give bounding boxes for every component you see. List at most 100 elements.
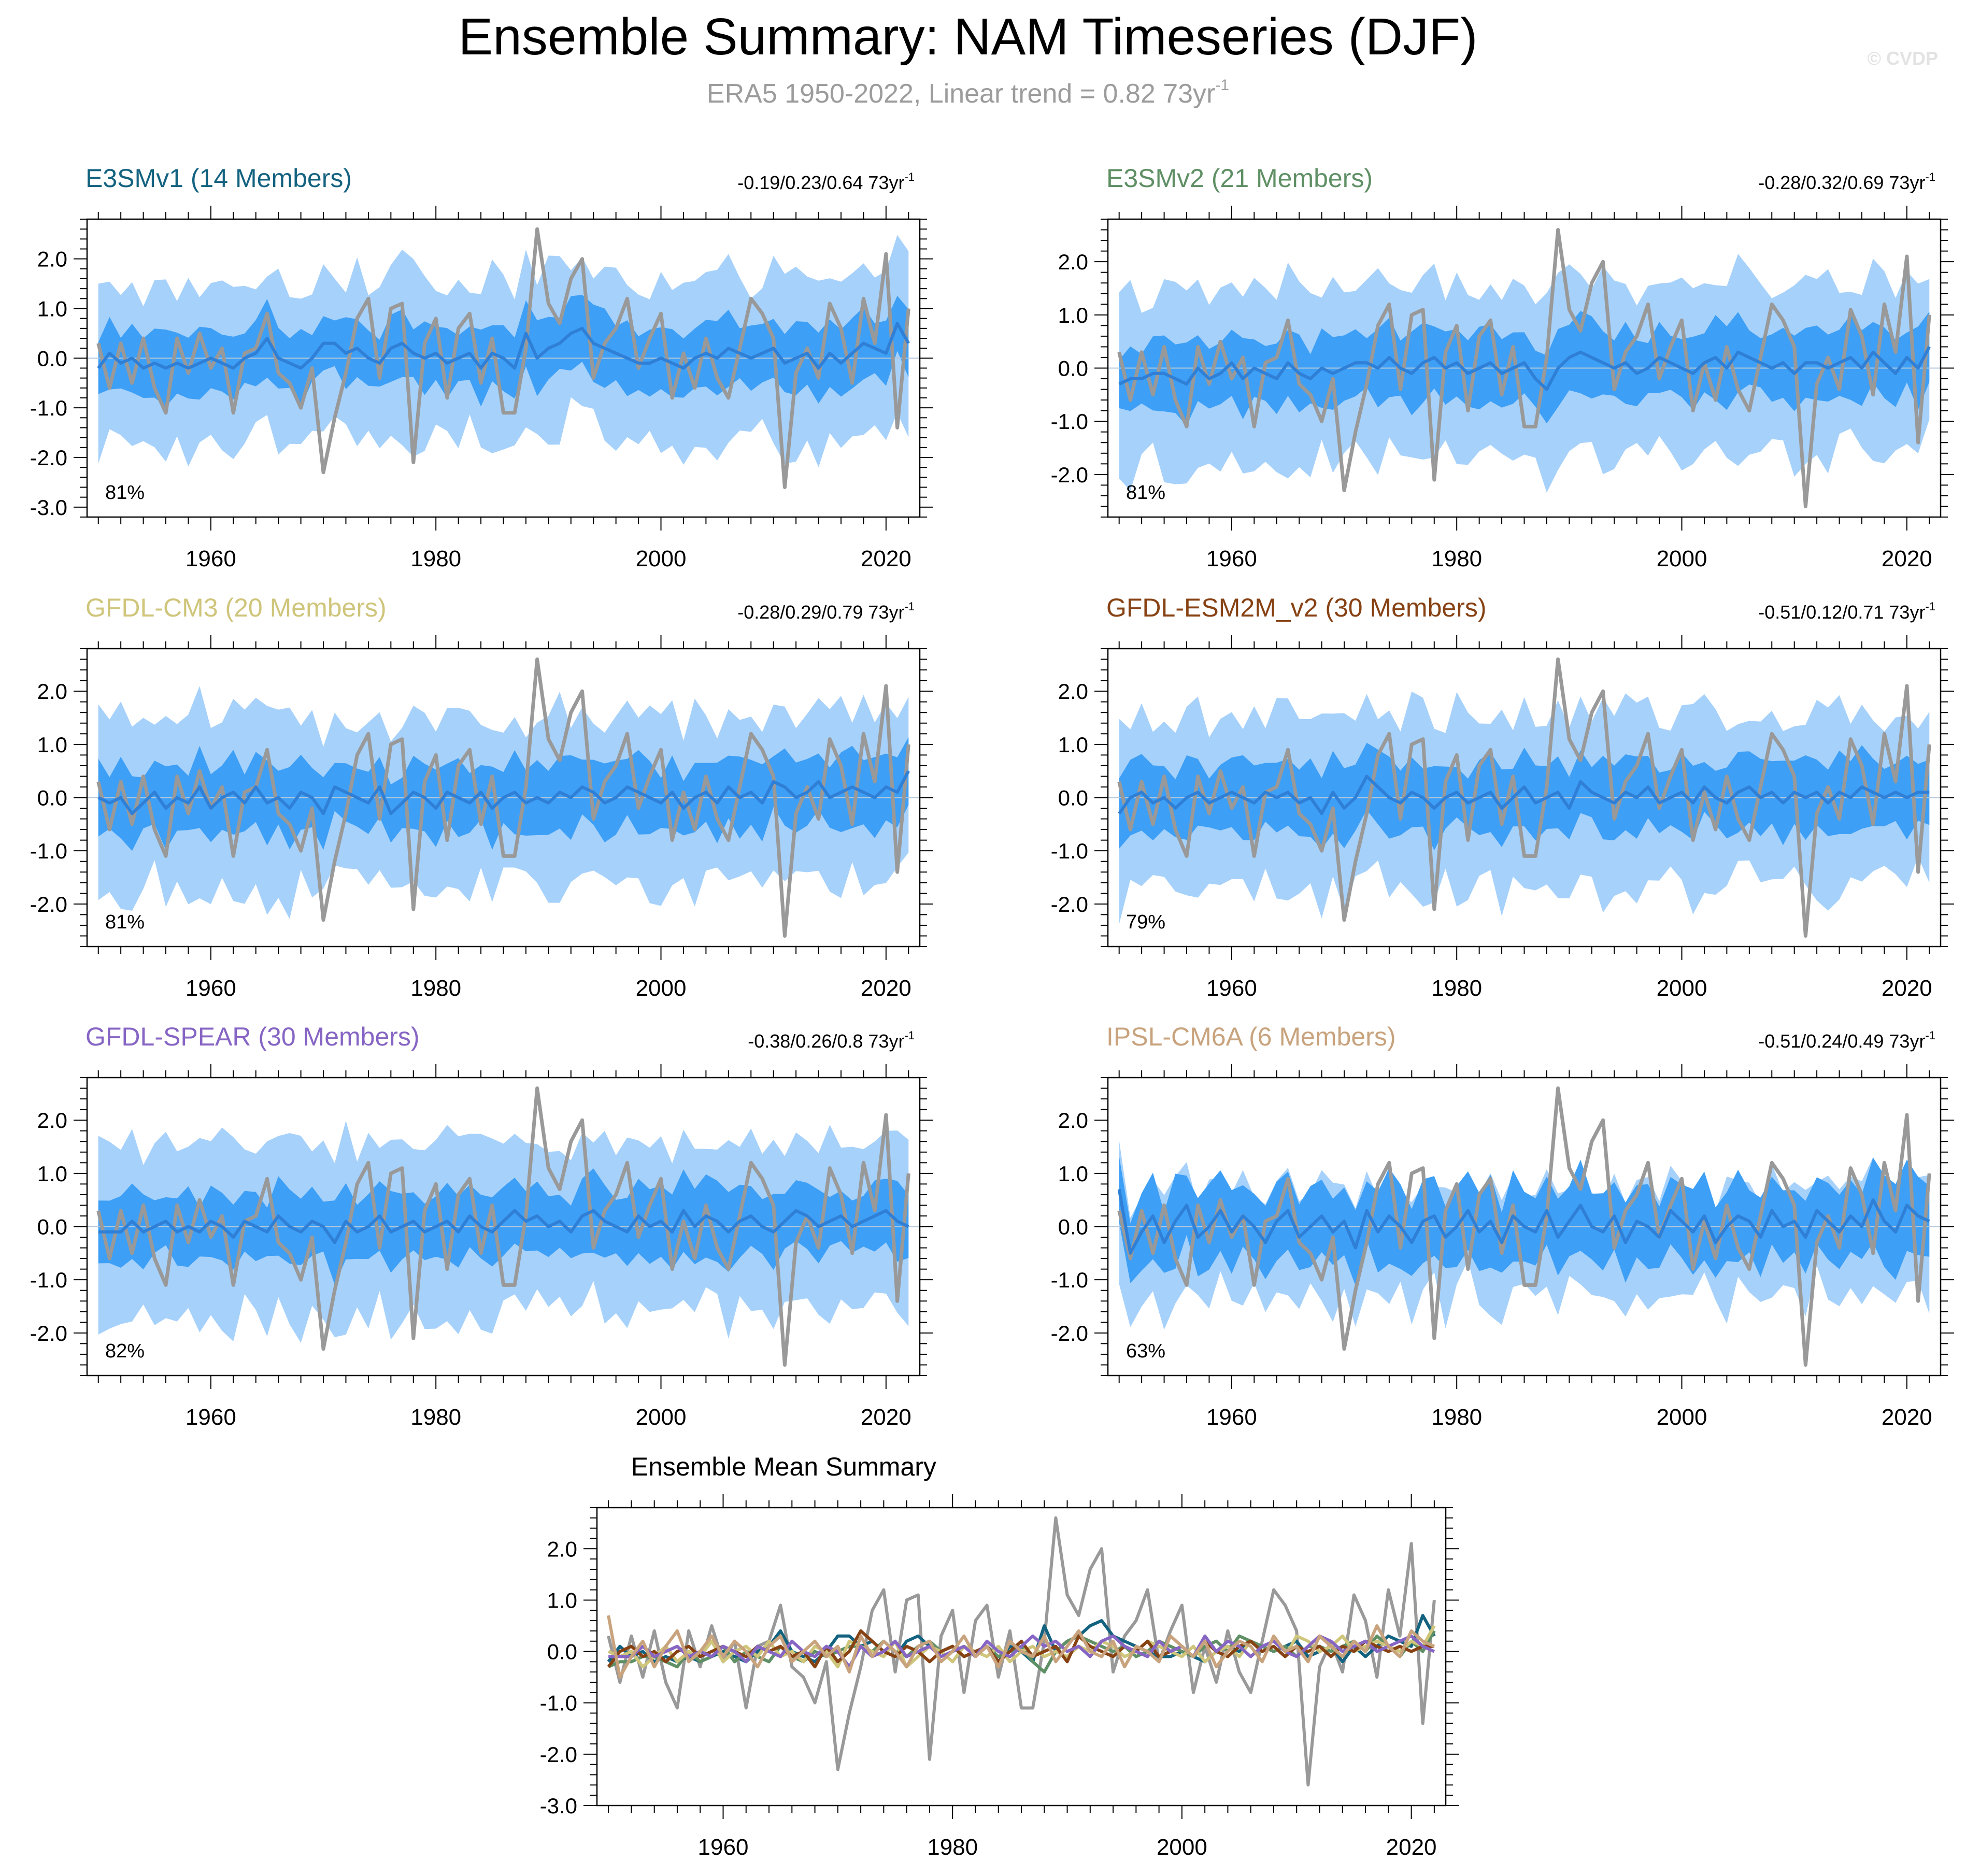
x-tick-label: 1980 [410,546,461,571]
y-tick-label: 1.0 [1058,733,1088,757]
y-axis: 2.0 1.0 0.0 -1.0 -2.0 [30,1077,933,1376]
chart-panel-3: GFDL-CM3 (20 Members) -0.28/0.29/0.79 73y… [30,593,933,1001]
panel-title: E3SMv1 (14 Members) [86,164,352,193]
panel-trend-text: -0.51/0.12/0.71 73yr [1758,602,1925,623]
percent-label: 81% [1126,482,1165,504]
y-tick-label: 1.0 [1058,1162,1088,1186]
x-axis: 1960 1980 2000 2020 [97,1064,911,1430]
panel-title: GFDL-SPEAR (30 Members) [86,1022,420,1051]
y-tick-label: 0.0 [1058,356,1088,381]
x-tick-label: 1960 [186,976,236,1001]
y-tick-label: 2.0 [37,247,67,271]
y-tick-label: -1.0 [30,396,67,420]
panel-trend-sup: -1 [904,1029,915,1042]
panel-trend-label: -0.38/0.26/0.8 73yr-1 [748,1029,915,1052]
chart-panel-4: GFDL-ESM2M_v2 (30 Members) -0.51/0.12/0.7… [1051,593,1954,1001]
panel-trend-sup: -1 [904,600,915,613]
ensemble-mean-line-6 [607,1615,1435,1679]
observed-series-line [1117,657,1931,938]
y-tick-label: -2.0 [1051,892,1088,916]
panels-container: E3SMv1 (14 Members) -0.19/0.23/0.64 73yr-… [30,164,1954,1860]
y-tick-label: -1.0 [1051,839,1088,863]
y-tick-label: 0.0 [1058,786,1088,810]
panel-title: GFDL-ESM2M_v2 (30 Members) [1106,593,1487,622]
y-tick-label: -1.0 [30,839,67,863]
chart-panel-2: E3SMv2 (21 Members) -0.28/0.32/0.69 73yr-… [1051,164,1954,571]
panel-trend-text: -0.28/0.29/0.79 73yr [737,602,904,623]
y-tick-label: -1.0 [1051,1268,1088,1292]
ensemble-mean-line-5 [608,1634,1435,1669]
x-tick-label: 1960 [186,546,236,571]
x-tick-label: 1960 [1206,976,1257,1001]
x-tick-label: 1960 [1206,546,1257,571]
x-tick-label: 1980 [410,976,461,1001]
plot-area [87,227,920,489]
spread-band-inner [98,295,909,408]
y-tick-label: 2.0 [1058,1108,1088,1133]
x-tick-label: 1980 [1431,546,1482,571]
x-tick-label: 1980 [1431,1405,1482,1430]
x-tick-label: 2000 [636,976,687,1001]
y-axis: 2.0 1.0 0.0 -1.0 -2.0 [1051,648,1954,947]
y-axis: 2.0 1.0 0.0 -1.0 -2.0 -3.0 [30,219,933,520]
y-tick-label: -2.0 [1051,463,1088,487]
percent-label: 82% [105,1340,145,1362]
panel-trend-label: -0.51/0.12/0.71 73yr-1 [1758,600,1935,623]
x-tick-label: 1960 [698,1835,749,1860]
observed-series-line [96,1086,910,1367]
plot-area [1108,657,1941,938]
x-tick-label: 2000 [1657,1405,1707,1430]
y-tick-label: 0.0 [37,1215,67,1239]
x-tick-label: 1960 [1206,1405,1257,1430]
x-axis: 1960 1980 2000 2020 [608,1494,1437,1860]
chart-panel-6: IPSL-CM6A (6 Members) -0.51/0.24/0.49 73y… [1051,1022,1954,1430]
panel-trend-text: -0.51/0.24/0.49 73yr [1758,1030,1925,1052]
plot-area [87,657,920,938]
y-tick-label: -3.0 [30,495,67,520]
y-axis: 2.0 1.0 0.0 -1.0 -2.0 [1051,219,1954,518]
x-tick-label: 2000 [636,1405,687,1430]
x-tick-label: 2000 [1657,976,1707,1001]
spread-band-inner [98,737,909,851]
y-tick-label: -2.0 [30,446,67,470]
y-axis: 2.0 1.0 0.0 -1.0 -2.0 [30,648,933,947]
y-tick-label: 1.0 [1058,303,1088,327]
y-tick-label: -2.0 [30,1321,67,1345]
y-tick-label: 2.0 [37,1108,67,1133]
spread-band-inner [1119,1156,1930,1286]
x-axis: 1960 1980 2000 2020 [97,635,911,1001]
x-tick-label: 1960 [186,1405,236,1430]
y-tick-label: -1.0 [30,1268,67,1292]
x-tick-label: 1980 [1431,976,1482,1001]
ensemble-mean-line [1118,775,1930,815]
observed-series-line [96,227,910,489]
figure-subtitle-sup: -1 [1215,77,1229,94]
observed-series-line [1117,1086,1931,1367]
y-tick-label: 1.0 [37,297,67,321]
x-axis: 1960 1980 2000 2020 [1118,206,1932,571]
panel-trend-label: -0.51/0.24/0.49 73yr-1 [1758,1029,1935,1052]
ensemble-mean-line [98,1209,909,1244]
figure-title: Ensemble Summary: NAM Timeseries (DJF) [459,8,1478,66]
y-tick-label: 2.0 [547,1537,577,1561]
y-axis: 2.0 1.0 0.0 -1.0 -2.0 -3.0 [540,1507,1459,1818]
panel-title: IPSL-CM6A (6 Members) [1106,1022,1395,1051]
y-tick-label: -3.0 [540,1794,577,1818]
observed-series-line [96,657,910,938]
figure-subtitle-main: ERA5 1950-2022, Linear trend = 0.82 73yr [707,79,1215,109]
panel-title: GFDL-CM3 (20 Members) [86,593,387,622]
x-axis: 1960 1980 2000 2020 [97,206,911,571]
x-tick-label: 2020 [861,1405,911,1430]
panel-trend-text: -0.28/0.32/0.69 73yr [1758,172,1925,193]
x-tick-label: 2000 [636,546,687,571]
y-tick-label: -1.0 [1051,409,1088,434]
figure-subtitle: ERA5 1950-2022, Linear trend = 0.82 73yr… [707,77,1229,109]
plot-area [607,1516,1436,1787]
x-tick-label: 2000 [1157,1835,1207,1860]
chart-panel-1: E3SMv1 (14 Members) -0.19/0.23/0.64 73yr-… [30,164,933,571]
y-tick-label: -2.0 [30,892,67,916]
panel-trend-sup: -1 [1925,170,1935,183]
chart-panel-5: GFDL-SPEAR (30 Members) -0.38/0.26/0.8 73… [30,1022,933,1430]
ensemble-mean-line [1118,346,1931,391]
y-tick-label: 0.0 [37,786,67,810]
